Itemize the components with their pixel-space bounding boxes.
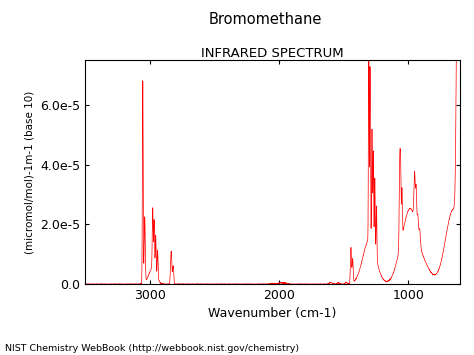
Text: Bromomethane: Bromomethane [209,12,322,27]
Y-axis label: (micromol/mol)-1m-1 (base 10): (micromol/mol)-1m-1 (base 10) [25,91,35,254]
Text: NIST Chemistry WebBook (http://webbook.nist.gov/chemistry): NIST Chemistry WebBook (http://webbook.n… [5,344,299,353]
Title: INFRARED SPECTRUM: INFRARED SPECTRUM [201,47,344,60]
X-axis label: Wavenumber (cm-1): Wavenumber (cm-1) [209,307,337,321]
